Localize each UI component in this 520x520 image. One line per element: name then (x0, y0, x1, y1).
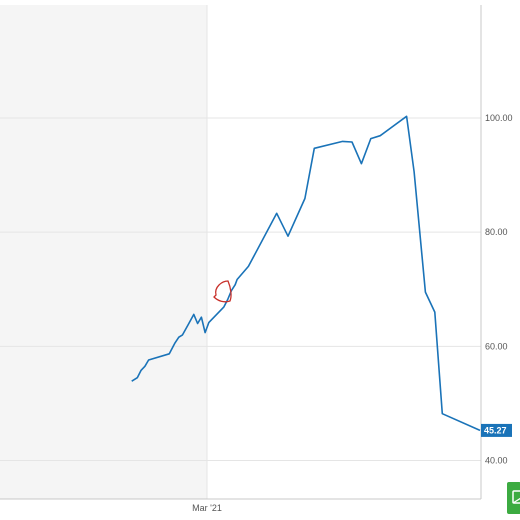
x-tick-label: Mar '21 (192, 503, 222, 513)
price-line (131, 115, 481, 432)
y-tick-label: 80.00 (485, 227, 508, 237)
chat-button[interactable] (507, 482, 520, 514)
plot-area-shaded (0, 5, 207, 499)
x-tick-labels: Mar '21 (192, 503, 222, 513)
y-tick-labels: 40.00 60.00 80.00 100.00 (485, 113, 513, 466)
plot-area (207, 5, 481, 499)
last-value-text: 45.27 (484, 425, 507, 435)
annotation-circle (213, 280, 232, 303)
y-tick-label: 60.00 (485, 341, 508, 351)
y-tick-label: 100.00 (485, 113, 513, 123)
chat-icon-body (512, 490, 520, 504)
y-tick-label: 40.00 (485, 456, 508, 466)
last-value-badge (481, 423, 512, 437)
last-value-label: 45.27 (481, 423, 512, 437)
gridlines (0, 5, 481, 499)
